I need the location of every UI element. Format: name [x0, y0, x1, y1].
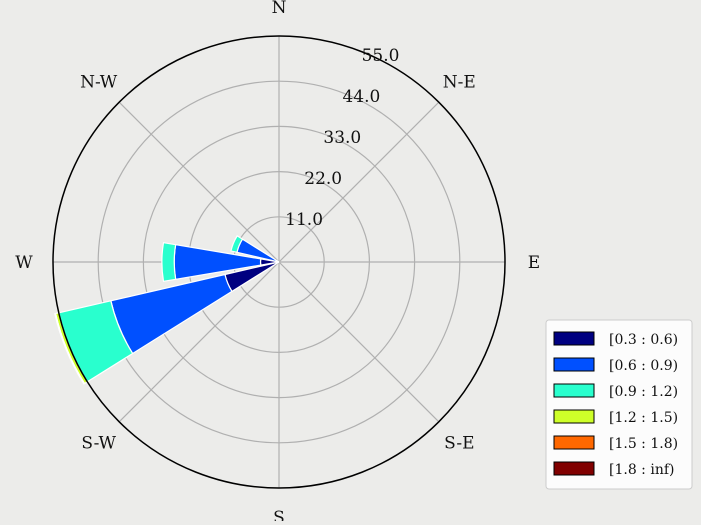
direction-label-s-w: S-W	[81, 433, 116, 453]
radial-tick-label: 44.0	[342, 87, 380, 107]
windrose-bar-segment	[230, 235, 244, 254]
direction-label-e: E	[528, 253, 540, 273]
legend-swatch	[553, 461, 595, 476]
direction-label-w: W	[15, 253, 33, 273]
polar-frame	[52, 35, 506, 489]
grid-spoke	[278, 101, 440, 263]
radial-tick-labels: 11.0 22.0 33.0 44.0 55.0	[285, 46, 399, 230]
direction-label-n: N	[272, 0, 287, 18]
legend-swatch	[553, 435, 595, 450]
legend-swatch	[553, 383, 595, 398]
legend-swatch	[553, 409, 595, 424]
direction-label-n-w: N-W	[80, 73, 118, 93]
direction-label-s: S	[273, 508, 285, 521]
radial-tick-label: 33.0	[323, 128, 361, 148]
legend: [0.3 : 0.6) [0.6 : 0.9) [0.9 : 1.2) [1.2 : …	[545, 319, 693, 490]
grid-spoke	[118, 261, 280, 423]
radial-tick-label: 11.0	[285, 210, 323, 230]
windrose-bar-segment	[161, 241, 177, 283]
radial-tick-label: 55.0	[362, 46, 400, 66]
windrose-bar-segment	[110, 273, 233, 355]
polar-grid	[53, 36, 505, 488]
direction-labels: N N-E E S-E S S-W W N-W	[15, 0, 540, 525]
legend-label: [1.8 : inf)	[609, 462, 674, 478]
grid-spoke	[278, 261, 440, 423]
windrose-bars	[54, 235, 280, 385]
legend-label: [1.5 : 1.8)	[609, 436, 678, 452]
legend-label: [0.6 : 0.9)	[609, 358, 678, 374]
radial-tick-label: 22.0	[304, 169, 342, 189]
legend-swatch	[553, 331, 595, 346]
direction-label-s-e: S-E	[444, 433, 474, 453]
legend-swatch	[553, 357, 595, 372]
legend-label: [0.9 : 1.2)	[609, 384, 678, 400]
windrose-bar-segment	[54, 312, 86, 385]
legend-label: [1.2 : 1.5)	[609, 410, 678, 426]
grid-spoke	[118, 101, 280, 263]
legend-label: [0.3 : 0.6)	[609, 332, 678, 348]
direction-label-n-e: N-E	[443, 73, 476, 93]
